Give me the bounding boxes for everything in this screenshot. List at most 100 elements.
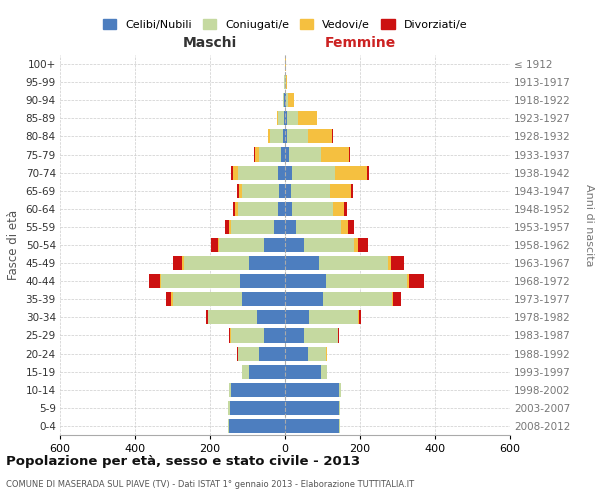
Bar	[250, 256, 285, 270]
Bar	[285, 112, 287, 126]
Bar	[233, 202, 235, 216]
Bar	[230, 382, 285, 397]
Bar	[355, 238, 358, 252]
Bar	[296, 220, 341, 234]
Bar	[409, 274, 424, 288]
Bar	[268, 130, 270, 143]
Bar	[308, 130, 332, 143]
Bar	[285, 184, 290, 198]
Bar	[288, 93, 293, 108]
Bar	[285, 256, 319, 270]
Bar	[161, 274, 240, 288]
Bar	[359, 310, 361, 324]
Bar	[391, 256, 404, 270]
Bar	[286, 75, 287, 89]
Bar	[326, 274, 407, 288]
Bar	[333, 202, 344, 216]
Bar	[277, 202, 285, 216]
Bar	[184, 256, 250, 270]
Bar	[285, 382, 340, 397]
Bar	[229, 419, 285, 433]
Bar	[292, 166, 335, 179]
Bar	[310, 310, 358, 324]
Bar	[285, 148, 289, 162]
Bar	[242, 364, 250, 378]
Bar	[407, 274, 409, 288]
Bar	[232, 166, 233, 179]
Bar	[367, 166, 368, 179]
Bar	[230, 328, 265, 342]
Text: Popolazione per età, sesso e stato civile - 2013: Popolazione per età, sesso e stato civil…	[6, 455, 360, 468]
Bar	[270, 130, 283, 143]
Bar	[348, 220, 353, 234]
Bar	[286, 93, 288, 108]
Bar	[238, 202, 277, 216]
Text: Femmine: Femmine	[325, 36, 395, 50]
Bar	[284, 112, 285, 126]
Bar	[283, 130, 285, 143]
Bar	[289, 148, 320, 162]
Bar	[257, 310, 285, 324]
Bar	[285, 419, 340, 433]
Bar	[304, 328, 337, 342]
Bar	[393, 292, 401, 306]
Bar	[254, 148, 255, 162]
Bar	[283, 93, 284, 108]
Bar	[341, 220, 348, 234]
Bar	[285, 130, 287, 143]
Bar	[229, 220, 230, 234]
Bar	[238, 166, 277, 179]
Bar	[358, 310, 359, 324]
Bar	[285, 346, 308, 360]
Text: Maschi: Maschi	[183, 36, 237, 50]
Bar	[320, 364, 328, 378]
Bar	[233, 166, 238, 179]
Bar	[172, 292, 173, 306]
Bar	[259, 148, 281, 162]
Bar	[285, 220, 296, 234]
Bar	[335, 166, 367, 179]
Bar	[284, 93, 285, 108]
Bar	[285, 202, 292, 216]
Bar	[304, 238, 355, 252]
Bar	[229, 401, 285, 415]
Bar	[281, 148, 285, 162]
Bar	[277, 166, 285, 179]
Bar	[285, 292, 323, 306]
Bar	[208, 310, 257, 324]
Bar	[332, 130, 333, 143]
Bar	[330, 184, 350, 198]
Bar	[237, 346, 238, 360]
Bar	[255, 148, 259, 162]
Legend: Celibi/Nubili, Coniugati/e, Vedovi/e, Divorziati/e: Celibi/Nubili, Coniugati/e, Vedovi/e, Di…	[98, 15, 472, 34]
Text: Anni di nascita: Anni di nascita	[584, 184, 594, 266]
Bar	[323, 292, 392, 306]
Bar	[229, 328, 230, 342]
Bar	[218, 238, 220, 252]
Bar	[319, 256, 388, 270]
Bar	[320, 148, 349, 162]
Bar	[173, 256, 182, 270]
Bar	[250, 364, 285, 378]
Bar	[160, 274, 161, 288]
Bar	[338, 328, 339, 342]
Bar	[173, 292, 242, 306]
Bar	[340, 382, 341, 397]
Bar	[149, 274, 160, 288]
Bar	[308, 346, 326, 360]
Bar	[242, 184, 280, 198]
Bar	[211, 238, 218, 252]
Text: COMUNE DI MASERADA SUL PIAVE (TV) - Dati ISTAT 1° gennaio 2013 - Elaborazione TU: COMUNE DI MASERADA SUL PIAVE (TV) - Dati…	[6, 480, 414, 489]
Bar	[240, 274, 285, 288]
Bar	[220, 238, 265, 252]
Bar	[298, 112, 317, 126]
Bar	[285, 328, 304, 342]
Bar	[278, 112, 284, 126]
Bar	[239, 184, 242, 198]
Bar	[287, 130, 308, 143]
Bar	[182, 256, 184, 270]
Bar	[285, 93, 286, 108]
Bar	[358, 238, 367, 252]
Bar	[237, 184, 239, 198]
Bar	[265, 238, 285, 252]
